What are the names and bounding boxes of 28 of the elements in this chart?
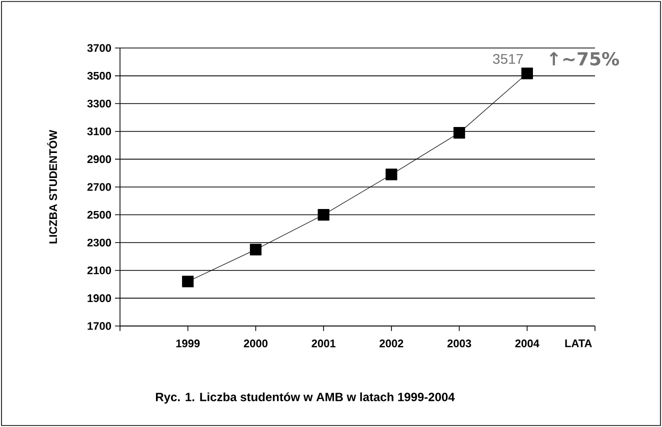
annotation: ↑~75% <box>550 52 620 66</box>
point <box>318 208 330 221</box>
point <box>182 276 194 288</box>
y-axis-title: LICZBA STUDENTÓW <box>47 130 58 244</box>
point <box>521 68 533 80</box>
y-tick-label: 2100 <box>87 266 112 274</box>
x-tick-label: 2004 <box>515 340 540 348</box>
y-tick-label: 3300 <box>87 100 112 108</box>
x-tick-label: 2002 <box>380 340 404 348</box>
y-tick-label: 2700 <box>87 183 112 191</box>
point <box>453 126 466 139</box>
text: Ryc. 1. Liczba studentów w AMB w latach 1999-2004 <box>156 392 455 404</box>
y-tick-label: 3500 <box>87 72 112 80</box>
y-tick-label: 3700 <box>87 44 112 52</box>
point <box>250 244 262 256</box>
annotation: 3517 <box>492 54 523 64</box>
x-tick-label: 1999 <box>176 340 200 348</box>
y-tick-label: 1700 <box>88 322 112 330</box>
y-tick-label: 3100 <box>87 127 112 136</box>
y-tick-label: 2300 <box>87 238 112 246</box>
y-tick-label: 2900 <box>87 155 112 164</box>
point <box>386 168 398 180</box>
x-tick-label: 2003 <box>447 340 472 348</box>
x-axis-title: LATA <box>565 340 592 348</box>
y-tick-label: 2500 <box>87 210 112 219</box>
y-tick-label: 1900 <box>88 294 112 302</box>
x-tick-label: 2001 <box>312 340 336 348</box>
x-tick-label: 2000 <box>244 340 268 348</box>
